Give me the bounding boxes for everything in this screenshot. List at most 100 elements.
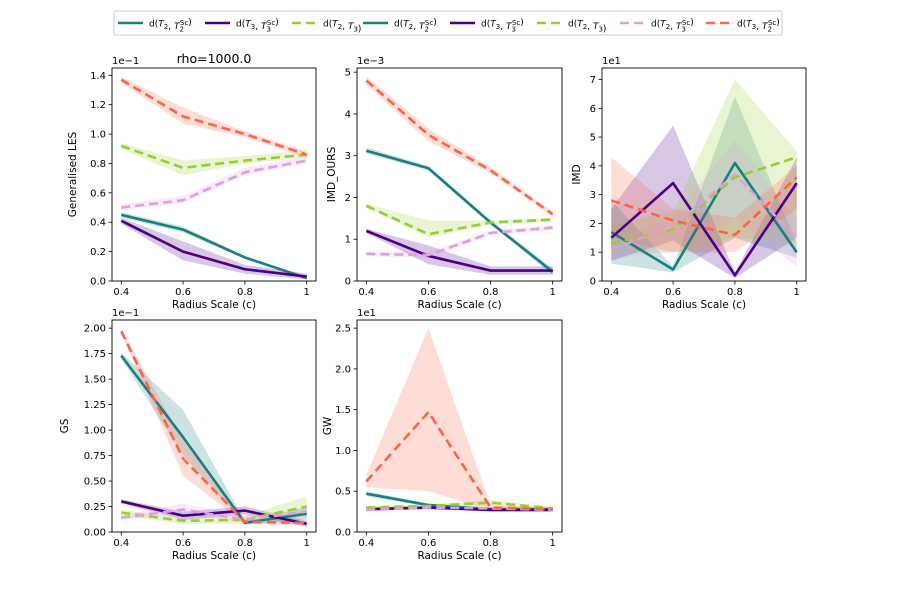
legend-label: d(T3, T3Sc) xyxy=(481,18,524,34)
y-tick-label: 1.50 xyxy=(84,375,106,386)
y-axis-label: IMD_OURS xyxy=(326,146,338,202)
series-line xyxy=(120,330,307,525)
chart-panel: 0.4 0.6 0.8 1 0 1 2 3 4 5 6 7 1e1 Radius Scale (c) IMD xyxy=(571,56,807,311)
y-tick-label: 7 xyxy=(590,75,596,86)
axis-offset-text: 1e1 xyxy=(602,56,621,67)
plot-area xyxy=(357,320,562,532)
x-tick-label: 0.8 xyxy=(483,538,499,549)
chart-panel: 0.4 0.6 0.8 1 0 1 2 3 4 5 1e−3 Radius Scale (c) IMD_… xyxy=(326,56,563,311)
y-tick-label: 0.5 xyxy=(335,487,351,498)
series-line xyxy=(610,176,798,237)
chart-panel: 0.4 0.6 0.8 1 0.00 0.25 0.50 0.75 1.00 1.25 1.50 1.… xyxy=(59,308,317,562)
series-line xyxy=(120,144,307,170)
legend-entry: d(T3, T3Sc) xyxy=(450,18,524,34)
x-tick-label: 1 xyxy=(549,538,555,549)
y-tick-label: 1.2 xyxy=(90,100,106,111)
x-tick-label: 1 xyxy=(304,287,310,298)
x-tick-label: 1 xyxy=(304,538,310,549)
legend-label: d(T2, T2Sc) xyxy=(394,18,437,34)
series-line xyxy=(121,159,307,209)
x-tick-label: 0.4 xyxy=(113,287,129,298)
axes-frame xyxy=(111,67,317,282)
y-tick-label: 4 xyxy=(345,109,351,120)
legend-label: d(T2, T3) xyxy=(568,20,606,35)
x-tick-label: 0.4 xyxy=(358,538,374,549)
y-tick-label: 0.50 xyxy=(84,477,106,488)
x-tick-label: 0.6 xyxy=(665,287,681,298)
axis-offset-text: 1e−3 xyxy=(357,56,384,67)
y-tick-label: 6 xyxy=(590,104,596,115)
legend-label: d(T3, T2Sc) xyxy=(737,18,780,34)
legend-label: d(T2, T2Sc) xyxy=(149,18,192,34)
x-tick-label: 0.8 xyxy=(237,287,253,298)
y-tick-label: 2.00 xyxy=(84,324,106,335)
y-tick-label: 1 xyxy=(590,248,596,259)
y-axis-label: Generalised LES xyxy=(67,131,79,217)
y-tick-label: 0.0 xyxy=(335,528,351,539)
y-tick-label: 0 xyxy=(590,277,596,288)
y-tick-label: 1.25 xyxy=(84,400,106,411)
axes-frame xyxy=(111,319,317,533)
y-tick-label: 1.0 xyxy=(335,446,351,457)
y-tick-label: 0.00 xyxy=(84,528,106,539)
axes-frame xyxy=(356,67,563,282)
y-tick-label: 0.0 xyxy=(90,277,106,288)
series-line xyxy=(121,508,307,522)
legend-entry: d(T2, T3) xyxy=(292,20,361,35)
chart-panel: 0.4 0.6 0.8 1 0.0 0.5 1.0 1.5 2.0 2.5 1e1 Radius Sc… xyxy=(322,308,563,562)
x-tick-label: 0.6 xyxy=(420,538,436,549)
axis-offset-text: 1e−1 xyxy=(112,56,139,67)
confidence-band xyxy=(611,96,797,273)
y-tick-label: 0.6 xyxy=(90,188,106,199)
y-tick-label: 2.0 xyxy=(335,364,351,375)
legend-label: d(T2, T3Sc) xyxy=(651,18,694,34)
x-tick-label: 0.6 xyxy=(175,538,191,549)
legend-label: d(T2, T3) xyxy=(323,20,361,35)
x-tick-label: 0.6 xyxy=(420,287,436,298)
legend-frame xyxy=(113,10,783,36)
axes-frame xyxy=(356,319,563,533)
panels: 0.4 0.6 0.8 1 0.0 0.2 0.4 0.6 0.8 1.0 1.2 1.4 1e−1 Ra… xyxy=(59,51,807,562)
confidence-band xyxy=(121,352,307,525)
chart-panel: 0.4 0.6 0.8 1 0.0 0.2 0.4 0.6 0.8 1.0 1.2 1.4 1e−1 Ra… xyxy=(67,51,317,311)
x-tick-label: 0.4 xyxy=(113,538,129,549)
y-axis-label: IMD xyxy=(571,164,583,184)
x-tick-label: 0.4 xyxy=(358,287,374,298)
confidence-band xyxy=(611,79,797,253)
y-tick-label: 0.75 xyxy=(84,451,106,462)
legend: d(T2, T2Sc) d(T3, T3Sc) d(T2, T3) d(T2, T2S… xyxy=(113,10,783,36)
y-tick-label: 2 xyxy=(345,193,351,204)
series-line xyxy=(120,213,308,280)
legend-entry: d(T2, T3) xyxy=(537,20,606,35)
y-tick-label: 1.75 xyxy=(84,349,106,360)
x-tick-label: 1 xyxy=(549,287,555,298)
legend-entry: d(T3, T3Sc) xyxy=(205,18,279,34)
series-line xyxy=(366,501,553,510)
chart-title: rho=1000.0 xyxy=(177,51,252,66)
plot-area xyxy=(602,68,806,281)
series-line xyxy=(120,500,307,526)
series-line xyxy=(610,155,798,245)
y-tick-label: 5 xyxy=(590,133,596,144)
x-tick-label: 0.4 xyxy=(603,287,619,298)
y-tick-label: 0.8 xyxy=(90,159,106,170)
y-tick-label: 2.5 xyxy=(335,324,351,335)
x-tick-label: 0.8 xyxy=(727,287,743,298)
y-tick-label: 1 xyxy=(345,235,351,246)
y-tick-label: 1.5 xyxy=(335,405,351,416)
axis-offset-text: 1e1 xyxy=(357,308,376,319)
x-tick-label: 1 xyxy=(794,287,800,298)
y-tick-label: 5 xyxy=(345,68,351,79)
y-tick-label: 0 xyxy=(345,277,351,288)
y-axis-label: GS xyxy=(59,418,71,433)
series-line xyxy=(120,78,308,156)
series-line xyxy=(365,79,554,216)
legend-entry: d(T2, T2Sc) xyxy=(363,18,437,34)
confidence-band xyxy=(121,142,307,176)
series-line xyxy=(365,229,553,272)
y-tick-label: 3 xyxy=(345,151,351,162)
series-line xyxy=(365,149,554,273)
x-axis-label: Radius Scale (c) xyxy=(417,550,501,562)
x-axis-label: Radius Scale (c) xyxy=(172,550,256,562)
plot-area xyxy=(112,320,316,532)
